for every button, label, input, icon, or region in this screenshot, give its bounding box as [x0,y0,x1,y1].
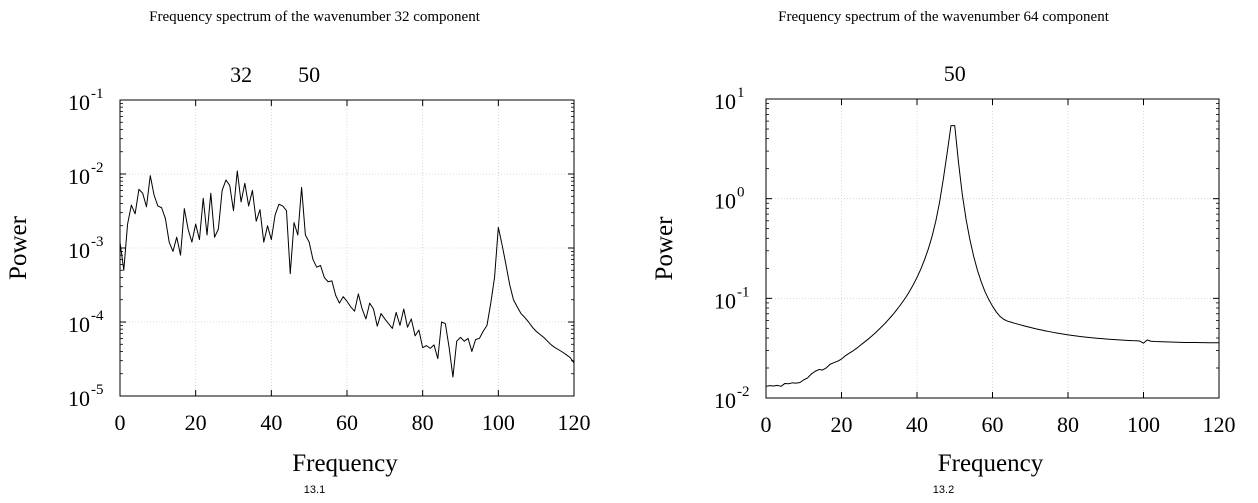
x-tick-label: 20 [831,412,853,437]
x-tick-label: 20 [185,410,207,435]
y-tick-exponent: -2 [91,160,104,176]
x-tick-label: 80 [1057,412,1079,437]
y-tick-exponent: -2 [737,384,750,400]
y-tick-exponent: -3 [91,234,104,250]
x-tick-label: 100 [482,410,515,435]
x-tick-label: 40 [906,412,928,437]
y-tick-exponent: -4 [91,308,104,324]
x-axis-label: Frequency [938,450,1044,477]
series-line [765,125,1219,387]
y-tick-label: 10 [68,164,90,189]
x-tick-label: 120 [1203,412,1236,437]
peak-annotation: 32 [230,62,252,87]
figure-caption: 13.1 [303,484,326,496]
peak-annotation: 50 [298,62,320,87]
chart-panel-wavenumber-32: Frequency spectrum of the wavenumber 32 … [5,9,591,496]
y-tick-label: 10 [714,388,736,413]
y-axis-label: Power [651,216,678,281]
y-tick-exponent: -5 [91,382,104,398]
y-tick-label: 10 [68,386,90,411]
x-tick-label: 80 [412,410,434,435]
x-tick-label: 60 [336,410,358,435]
x-tick-label: 0 [115,410,126,435]
y-axis-label: Power [5,215,32,280]
y-tick-exponent: -1 [737,284,750,300]
y-tick-exponent: 0 [737,185,745,201]
y-tick-label: 10 [714,288,736,313]
y-tick-exponent: -1 [91,86,104,102]
x-axis-label: Frequency [292,450,398,477]
chart-panel-wavenumber-64: Frequency spectrum of the wavenumber 64 … [629,0,1258,503]
y-tick-label: 10 [714,89,736,114]
y-tick-label: 10 [68,238,90,263]
chart-title: Frequency spectrum of the wavenumber 64 … [778,9,1109,25]
x-tick-label: 120 [558,410,591,435]
chart-title: Frequency spectrum of the wavenumber 32 … [149,9,480,25]
y-tick-exponent: 1 [737,85,745,101]
x-tick-label: 40 [260,410,282,435]
y-tick-label: 10 [68,312,90,337]
figure-caption: 13.2 [932,484,955,496]
plot-frame [765,98,1220,399]
peak-annotation: 50 [944,61,966,86]
y-tick-label: 10 [714,189,736,214]
y-tick-label: 10 [68,90,90,115]
series-line [119,170,575,378]
x-tick-label: 0 [761,412,772,437]
x-tick-label: 60 [982,412,1004,437]
x-tick-label: 100 [1127,412,1160,437]
